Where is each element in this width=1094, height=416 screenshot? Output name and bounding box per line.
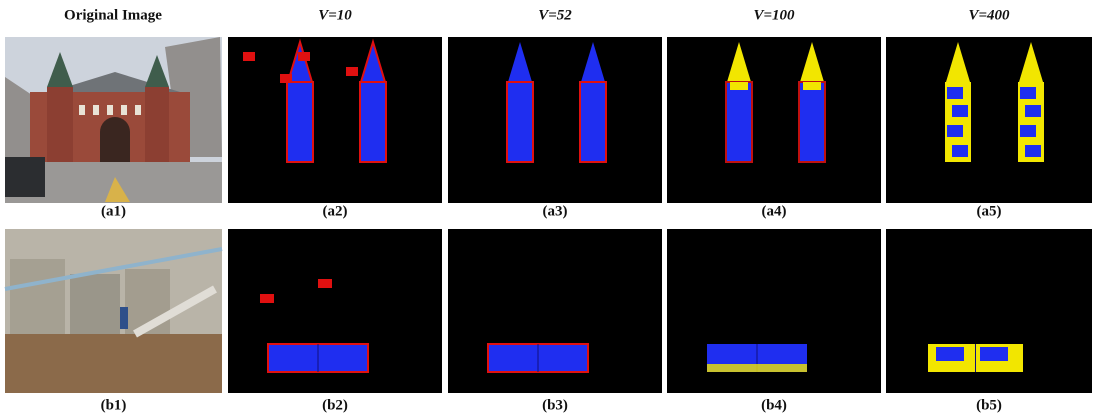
seg-body xyxy=(726,82,752,162)
column-header: V=10 xyxy=(318,7,352,23)
car xyxy=(5,157,45,197)
seg-top xyxy=(730,82,748,90)
seg-patch xyxy=(1025,105,1041,117)
machine xyxy=(10,259,65,334)
seg-patch xyxy=(936,347,964,361)
subfigure-label: (a4) xyxy=(762,203,787,219)
column-header: V=100 xyxy=(753,7,795,23)
result-panel xyxy=(448,37,662,203)
subfigure-label: (a1) xyxy=(101,203,126,219)
column-header: Original Image xyxy=(64,7,162,23)
arch xyxy=(100,117,130,162)
seg-patch xyxy=(1020,87,1036,99)
subfigure-label: (a3) xyxy=(543,203,568,219)
seg-noise xyxy=(318,279,332,288)
seg-body xyxy=(287,82,313,162)
seg-body xyxy=(799,82,825,162)
result-panel xyxy=(667,37,881,203)
seg-noise xyxy=(260,294,274,303)
column-header: V=400 xyxy=(968,7,1010,23)
seg-top xyxy=(803,82,821,90)
subfigure-label: (b2) xyxy=(322,397,348,413)
window xyxy=(135,105,141,115)
seg-patch xyxy=(952,105,968,117)
subfigure-label: (a5) xyxy=(977,203,1002,219)
seg-body xyxy=(507,82,533,162)
seg-noise xyxy=(298,52,310,61)
tower xyxy=(47,87,73,162)
window xyxy=(93,105,99,115)
seg-patch xyxy=(952,145,968,157)
window xyxy=(107,105,113,115)
seg-body xyxy=(360,82,386,162)
seg-noise xyxy=(346,67,358,76)
seg-bottom xyxy=(707,364,807,372)
window xyxy=(121,105,127,115)
column-header: V=52 xyxy=(538,7,572,23)
subfigure-label: (b1) xyxy=(101,397,127,413)
subfigure-label: (b3) xyxy=(542,397,568,413)
page: Original Image V=10 V=52 V=100 V=400 (a1… xyxy=(0,0,1094,416)
seg-patch xyxy=(980,347,1008,361)
seg-patch xyxy=(1020,125,1036,137)
seg-body xyxy=(580,82,606,162)
subfigure-label: (b4) xyxy=(761,397,787,413)
result-panel xyxy=(228,37,442,203)
seg-noise xyxy=(243,52,255,61)
subfigure-label: (a2) xyxy=(323,203,348,219)
worker xyxy=(120,307,128,329)
result-panel xyxy=(886,37,1092,203)
window xyxy=(79,105,85,115)
tower xyxy=(145,87,169,162)
figure: Original Image V=10 V=52 V=100 V=400 (a1… xyxy=(0,0,1094,416)
seg-patch xyxy=(947,87,963,99)
machine xyxy=(70,274,120,334)
seg-noise xyxy=(280,74,292,83)
seg-patch xyxy=(947,125,963,137)
seg-patch xyxy=(1025,145,1041,157)
wall xyxy=(5,334,222,393)
subfigure-label: (b5) xyxy=(976,397,1002,413)
